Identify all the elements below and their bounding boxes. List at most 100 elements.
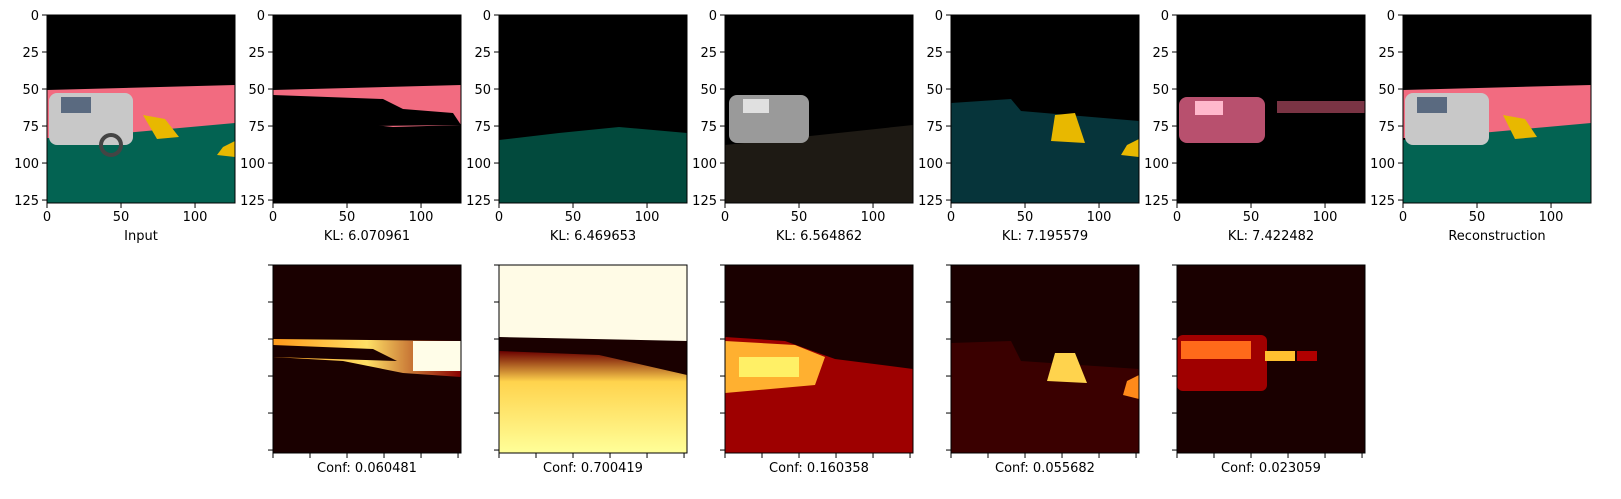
cone-image xyxy=(143,115,179,139)
panel-latent-1 xyxy=(272,14,462,204)
y-tick-label: 0 xyxy=(31,9,39,24)
y-tick-label: 125 xyxy=(692,194,717,209)
dark-overlay xyxy=(273,95,461,127)
x-tick-label: 0 xyxy=(721,210,729,225)
x-tick-label: 0 xyxy=(947,210,955,225)
heatmap-caption: Conf: 0.700419 xyxy=(543,461,643,476)
y-tick-label: 100 xyxy=(1144,157,1169,172)
cone-image xyxy=(1503,115,1537,139)
x-tick-label: 0 xyxy=(1399,210,1407,225)
x-tick-label: 50 xyxy=(1469,210,1486,225)
x-tick-label: 0 xyxy=(495,210,503,225)
x-tick-label: 100 xyxy=(861,210,886,225)
y-tick-label: 0 xyxy=(1161,9,1169,24)
y-tick-label: 125 xyxy=(918,194,943,209)
x-tick-label: 100 xyxy=(635,210,660,225)
panel-caption: Reconstruction xyxy=(1448,229,1545,244)
x-tick-label: 100 xyxy=(1313,210,1338,225)
heat-region xyxy=(951,341,1139,453)
heatmap-1 xyxy=(272,264,462,454)
y-tick-label: 75 xyxy=(926,120,943,135)
car-image xyxy=(729,95,809,143)
heatmap-4 xyxy=(950,264,1140,454)
y-tick-label: 25 xyxy=(1378,46,1395,61)
heatmap-caption: Conf: 0.160358 xyxy=(769,461,869,476)
y-tick-label: 50 xyxy=(926,83,943,98)
x-tick-label: 100 xyxy=(409,210,434,225)
car-image xyxy=(49,93,133,157)
panel-latent-2 xyxy=(498,14,688,204)
y-tick-label: 0 xyxy=(257,9,265,24)
y-tick-label: 125 xyxy=(466,194,491,209)
panel-caption: KL: 7.195579 xyxy=(1002,229,1088,244)
y-tick-label: 125 xyxy=(240,194,265,209)
heatmap-caption: Conf: 0.055682 xyxy=(995,461,1095,476)
y-tick-label: 50 xyxy=(248,83,265,98)
heat-hot-2 xyxy=(1123,375,1139,399)
y-tick-label: 25 xyxy=(248,46,265,61)
heat-region xyxy=(499,351,687,453)
car-image xyxy=(1179,97,1265,143)
x-tick-label: 50 xyxy=(339,210,356,225)
heatmap-5 xyxy=(1176,264,1366,454)
panel-input xyxy=(46,14,236,204)
x-tick-label: 50 xyxy=(113,210,130,225)
y-tick-label: 100 xyxy=(240,157,265,172)
x-tick-label: 0 xyxy=(1173,210,1181,225)
y-tick-label: 75 xyxy=(1152,120,1169,135)
road-region xyxy=(951,99,1139,203)
x-tick-label: 50 xyxy=(565,210,582,225)
sky-band xyxy=(1277,101,1365,113)
y-tick-label: 75 xyxy=(700,120,717,135)
heatmap-3 xyxy=(724,264,914,454)
y-tick-label: 75 xyxy=(474,120,491,135)
heatmap-caption: Conf: 0.060481 xyxy=(317,461,417,476)
panel-caption: KL: 7.422482 xyxy=(1228,229,1314,244)
cone-image xyxy=(1051,113,1085,143)
y-tick-label: 100 xyxy=(692,157,717,172)
y-tick-label: 0 xyxy=(483,9,491,24)
y-tick-label: 75 xyxy=(1378,120,1395,135)
y-tick-label: 25 xyxy=(700,46,717,61)
y-tick-label: 100 xyxy=(918,157,943,172)
y-tick-label: 50 xyxy=(474,83,491,98)
x-tick-label: 100 xyxy=(1087,210,1112,225)
y-tick-label: 50 xyxy=(1152,83,1169,98)
x-tick-label: 50 xyxy=(1243,210,1260,225)
panel-latent-4 xyxy=(950,14,1140,204)
x-tick-label: 100 xyxy=(183,210,208,225)
heatmap-caption: Conf: 0.023059 xyxy=(1221,461,1321,476)
x-tick-label: 50 xyxy=(1017,210,1034,225)
panel-caption: Input xyxy=(124,229,158,244)
y-tick-label: 0 xyxy=(1387,9,1395,24)
panel-latent-3 xyxy=(724,14,914,204)
panel-latent-5 xyxy=(1176,14,1366,204)
y-tick-label: 0 xyxy=(935,9,943,24)
panel-reconstruction xyxy=(1402,14,1592,204)
y-tick-label: 50 xyxy=(1378,83,1395,98)
road-region xyxy=(499,127,687,203)
x-tick-label: 0 xyxy=(269,210,277,225)
cone-image-2 xyxy=(217,141,235,157)
panel-caption: KL: 6.469653 xyxy=(550,229,636,244)
panel-caption: KL: 6.070961 xyxy=(324,229,410,244)
y-tick-label: 75 xyxy=(248,120,265,135)
y-tick-label: 125 xyxy=(1144,194,1169,209)
y-tick-label: 25 xyxy=(22,46,39,61)
y-tick-label: 125 xyxy=(1370,194,1395,209)
car-image xyxy=(1405,93,1489,145)
y-tick-label: 100 xyxy=(1370,157,1395,172)
cone-image-2 xyxy=(1121,139,1139,157)
y-tick-label: 75 xyxy=(22,120,39,135)
dark-overlay xyxy=(273,345,397,361)
y-tick-label: 25 xyxy=(926,46,943,61)
panel-caption: KL: 6.564862 xyxy=(776,229,862,244)
y-tick-label: 50 xyxy=(22,83,39,98)
x-tick-label: 0 xyxy=(43,210,51,225)
y-tick-label: 100 xyxy=(14,157,39,172)
ground-region xyxy=(725,125,913,203)
y-tick-label: 50 xyxy=(700,83,717,98)
heatmap-2 xyxy=(498,264,688,454)
y-tick-label: 25 xyxy=(1152,46,1169,61)
